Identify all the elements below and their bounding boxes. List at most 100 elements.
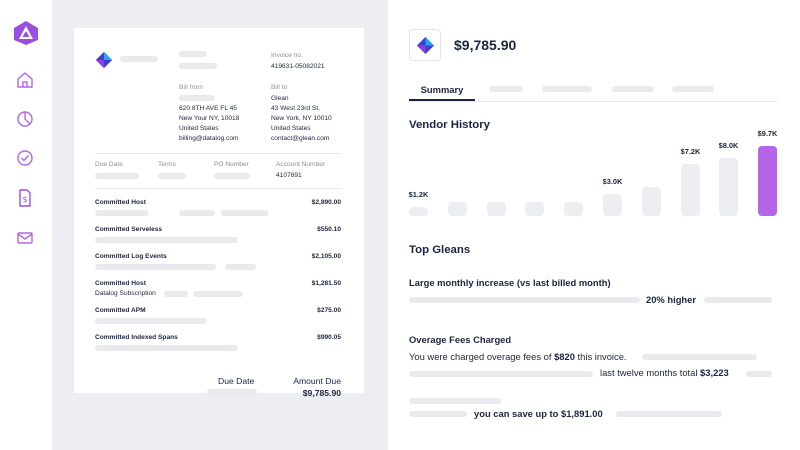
tab-placeholder[interactable]	[672, 86, 714, 92]
insight-value: you can save up to $1,891.00	[474, 408, 603, 419]
divider	[95, 188, 341, 189]
placeholder	[95, 237, 238, 243]
tab-placeholder[interactable]	[612, 86, 654, 92]
placeholder	[616, 411, 722, 417]
bill-from-line: New Your NY, 10018	[179, 115, 240, 122]
tab-active-indicator	[409, 99, 475, 101]
invoice-panel: Invoice no. 419631-05082021 Bill from 62…	[52, 0, 388, 450]
invoice-no: 419631-05082021	[271, 63, 325, 70]
chart-bar[interactable]	[564, 202, 583, 216]
insight-text: You were charged overage fees of $820 th…	[409, 351, 627, 362]
placeholder	[95, 345, 238, 351]
line-item-amount: $550.10	[317, 226, 341, 233]
summary-panel: $9,785.90 Summary Vendor History $1.2K $3…	[388, 0, 800, 450]
line-item-name: Committed Log Events	[95, 253, 167, 260]
placeholder	[409, 371, 593, 377]
due-date-label: Due Date	[95, 161, 123, 168]
placeholder	[179, 51, 207, 57]
chart-bar[interactable]	[487, 202, 506, 216]
placeholder	[642, 354, 757, 360]
placeholder	[179, 210, 215, 216]
chart-bar[interactable]	[603, 194, 622, 216]
line-item-subtitle: Datalog Subscription	[95, 290, 156, 297]
home-icon[interactable]	[15, 70, 35, 90]
dollar-doc-icon[interactable]: $	[15, 188, 35, 208]
tab-placeholder[interactable]	[542, 86, 592, 92]
bill-from-label: Bill from	[179, 84, 203, 91]
bill-to-line: contact@glean.com	[271, 135, 330, 142]
po-number-label: PO Number	[214, 161, 249, 168]
tab-placeholder[interactable]	[489, 86, 523, 92]
bill-from-line: United States	[179, 125, 219, 132]
insight-text-part: last twelve months total	[600, 367, 701, 378]
vendor-logo	[416, 36, 435, 55]
line-item-amount: $2,105.00	[311, 253, 341, 260]
line-item-name: Committed Indexed Spans	[95, 334, 178, 341]
chart-bar[interactable]	[409, 207, 428, 216]
due-date-total-label: Due Date	[218, 376, 255, 386]
tab-divider	[409, 101, 778, 102]
line-item-name: Committed Host	[95, 280, 146, 287]
bill-to-line: United States	[271, 125, 311, 132]
amount-due-label: Amount Due	[293, 376, 341, 386]
divider	[95, 153, 341, 154]
chart-data-label: $9.7K	[757, 129, 778, 138]
terms-label: Terms	[158, 161, 176, 168]
chart-bar[interactable]	[758, 146, 777, 216]
chart-bar[interactable]	[525, 202, 544, 216]
check-circle-icon[interactable]	[15, 148, 35, 168]
tab-summary[interactable]: Summary	[420, 84, 464, 95]
svg-text:$: $	[22, 195, 27, 204]
placeholder	[95, 318, 207, 324]
insight-text: last twelve months total $3,223	[600, 367, 729, 378]
invoice-no-label: Invoice no.	[271, 52, 303, 59]
placeholder	[95, 264, 216, 270]
chart-bar[interactable]	[642, 187, 661, 216]
chart-bar[interactable]	[681, 164, 700, 216]
insight-value: 20% higher	[646, 294, 697, 305]
glean-logo[interactable]	[13, 20, 39, 46]
insight-amount: $820	[554, 351, 575, 362]
placeholder	[164, 291, 188, 297]
account-number: 4107891	[276, 172, 302, 179]
chart-bar[interactable]	[719, 158, 738, 216]
line-item-amount: $2,890.00	[311, 199, 341, 206]
line-item-amount: $1,281.50	[311, 280, 341, 287]
placeholder	[409, 398, 501, 404]
vendor-history-chart: $1.2K $3.0K $7.2K $8.0K $9.7K	[409, 129, 778, 216]
invoice-total: $9,785.90	[454, 37, 517, 53]
placeholder	[95, 173, 139, 179]
insight-amount: $3,223	[700, 367, 729, 378]
bill-from-line: 620 8TH AVE FL 45	[179, 105, 237, 112]
placeholder	[746, 371, 772, 377]
bill-to-label: Bill to	[271, 84, 288, 91]
chart-icon[interactable]	[15, 109, 35, 129]
sidebar: $	[0, 0, 52, 450]
amount-due-value: $9,785.90	[302, 388, 341, 398]
line-item-amount: $275.00	[317, 307, 341, 314]
top-gleans-title: Top Gleans	[409, 244, 471, 256]
insight-text-part: this invoice.	[574, 351, 627, 362]
placeholder	[214, 173, 250, 179]
bill-to-line: 43 West 23rd St.	[271, 105, 320, 112]
placeholder	[179, 63, 217, 69]
placeholder	[409, 297, 640, 303]
chart-data-label: $8.0K	[718, 141, 739, 150]
insight-text-part: You were charged overage fees of	[409, 351, 555, 362]
bill-from-line: billing@datalog.com	[179, 135, 239, 142]
chart-data-label: $3.0K	[602, 177, 623, 186]
placeholder	[207, 389, 257, 395]
vendor-history-title: Vendor History	[409, 119, 491, 131]
chart-bar[interactable]	[448, 202, 467, 216]
mail-icon[interactable]	[15, 228, 35, 248]
placeholder	[95, 210, 149, 216]
bill-to-line: New York, NY 10010	[271, 115, 332, 122]
insight-title: Overage Fees Charged	[409, 334, 512, 345]
chart-data-label: $7.2K	[680, 147, 701, 156]
account-number-label: Account Number	[276, 161, 326, 168]
placeholder	[120, 56, 158, 62]
line-item-name: Committed APM	[95, 307, 146, 314]
placeholder	[225, 264, 256, 270]
line-item-name: Committed Serveless	[95, 226, 163, 233]
insight-title: Large monthly increase (vs last billed m…	[409, 277, 611, 288]
